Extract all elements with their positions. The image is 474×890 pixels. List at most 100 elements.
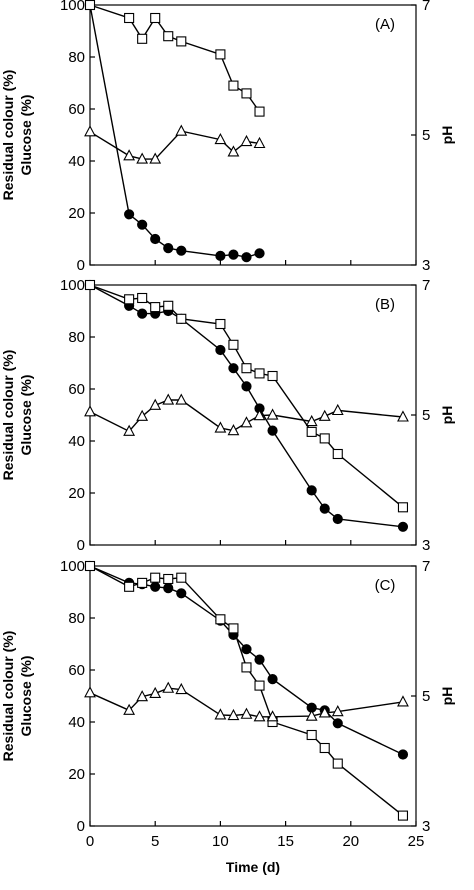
data-point-square: [176, 36, 187, 47]
series-line: [89, 284, 404, 508]
data-point-circle: [137, 308, 148, 319]
data-point-triangle: [136, 690, 149, 702]
data-point-square: [84, 279, 96, 291]
data-point-square: [84, 0, 96, 11]
left-axis-title-line2: Glucose (%): [18, 95, 34, 176]
left-y-tick-label: 60: [68, 662, 85, 679]
right-y-tick-label: 7: [422, 277, 430, 294]
panel-label: (B): [375, 296, 395, 313]
data-point-triangle: [123, 149, 136, 161]
data-point-triangle: [175, 393, 188, 405]
panel-label: (A): [375, 16, 395, 33]
left-y-tick-label: 60: [68, 381, 85, 398]
left-y-tick-label: 100: [60, 277, 85, 294]
data-point-circle: [228, 249, 239, 260]
data-point-triangle: [240, 707, 253, 719]
data-point-circle: [267, 674, 278, 685]
data-point-circle: [254, 248, 265, 259]
data-point-triangle: [149, 686, 162, 699]
data-point-circle: [306, 485, 317, 496]
left-y-tick-label: 100: [60, 0, 85, 14]
right-y-tick-label: 7: [422, 0, 430, 14]
x-tick-label: 15: [277, 833, 294, 850]
data-point-triangle: [214, 421, 227, 433]
data-point-square: [150, 12, 161, 24]
data-point-square: [228, 623, 239, 634]
left-y-tick-label: 20: [68, 766, 85, 783]
x-tick-label: 20: [342, 833, 359, 850]
data-point-square: [176, 313, 187, 324]
data-point-square: [319, 433, 330, 444]
data-point-square: [137, 292, 148, 304]
data-point-circle: [215, 250, 226, 261]
left-y-tick-label: 0: [77, 257, 85, 274]
data-point-square: [150, 302, 161, 313]
data-point-circle: [163, 243, 174, 254]
data-point-triangle: [253, 136, 266, 149]
data-point-triangle: [227, 708, 240, 721]
data-point-circle: [163, 583, 174, 594]
data-point-square: [397, 810, 409, 821]
data-point-square: [163, 300, 174, 311]
series-line: [89, 565, 404, 756]
data-point-square: [306, 729, 317, 741]
series-line: [89, 4, 260, 258]
data-point-circle: [319, 503, 330, 514]
data-point-square: [228, 339, 239, 350]
left-y-tick-label: 40: [68, 433, 85, 450]
data-point-triangle: [318, 409, 331, 421]
left-axis-title-line1: Residual colour (%): [0, 631, 16, 762]
data-point-square: [254, 680, 265, 691]
plot-frame: [89, 284, 417, 546]
data-point-square: [306, 426, 317, 437]
left-y-tick-label: 80: [68, 610, 85, 627]
data-point-triangle: [84, 686, 96, 698]
data-point-circle: [332, 513, 343, 525]
panel-label: (C): [375, 577, 396, 594]
series-filled-circle: [84, 279, 409, 532]
series-open-triangle: [84, 681, 409, 722]
series-open-square: [84, 560, 409, 821]
data-point-triangle: [149, 152, 162, 164]
left-axis-title-line2: Glucose (%): [18, 375, 34, 456]
data-point-triangle: [149, 398, 162, 410]
data-point-square: [332, 448, 343, 460]
data-point-square: [319, 742, 330, 754]
data-point-square: [150, 572, 161, 583]
data-point-triangle: [318, 706, 331, 718]
data-point-circle: [241, 381, 252, 392]
right-y-tick-label: 3: [422, 537, 430, 554]
data-point-triangle: [240, 416, 253, 428]
data-point-square: [215, 614, 226, 625]
right-y-tick-label: 5: [422, 407, 430, 424]
right-y-tick-label: 3: [422, 257, 430, 274]
right-y-tick-label: 7: [422, 558, 430, 575]
data-point-triangle: [136, 409, 149, 421]
data-point-triangle: [162, 393, 175, 405]
data-point-square: [241, 363, 252, 374]
right-y-tick-label: 3: [422, 818, 430, 835]
data-point-triangle: [84, 125, 96, 137]
series-open-triangle: [84, 124, 266, 164]
data-point-circle: [215, 344, 226, 356]
data-point-triangle: [136, 152, 149, 164]
data-point-square: [241, 662, 252, 673]
data-point-square: [124, 294, 135, 305]
data-point-triangle: [84, 405, 96, 417]
right-axis-title: pH: [439, 126, 455, 145]
data-point-circle: [228, 363, 239, 374]
data-point-square: [84, 560, 96, 572]
data-point-triangle: [331, 403, 344, 416]
data-point-triangle: [240, 134, 253, 147]
data-point-circle: [241, 644, 252, 655]
data-point-triangle: [175, 682, 188, 695]
data-point-circle: [241, 252, 252, 263]
data-point-triangle: [331, 705, 344, 717]
data-point-triangle: [266, 408, 279, 420]
data-point-triangle: [397, 695, 409, 707]
x-tick-label: 10: [212, 833, 229, 850]
series-line: [89, 4, 261, 113]
right-axis-title: pH: [439, 687, 455, 706]
data-point-square: [163, 573, 174, 585]
